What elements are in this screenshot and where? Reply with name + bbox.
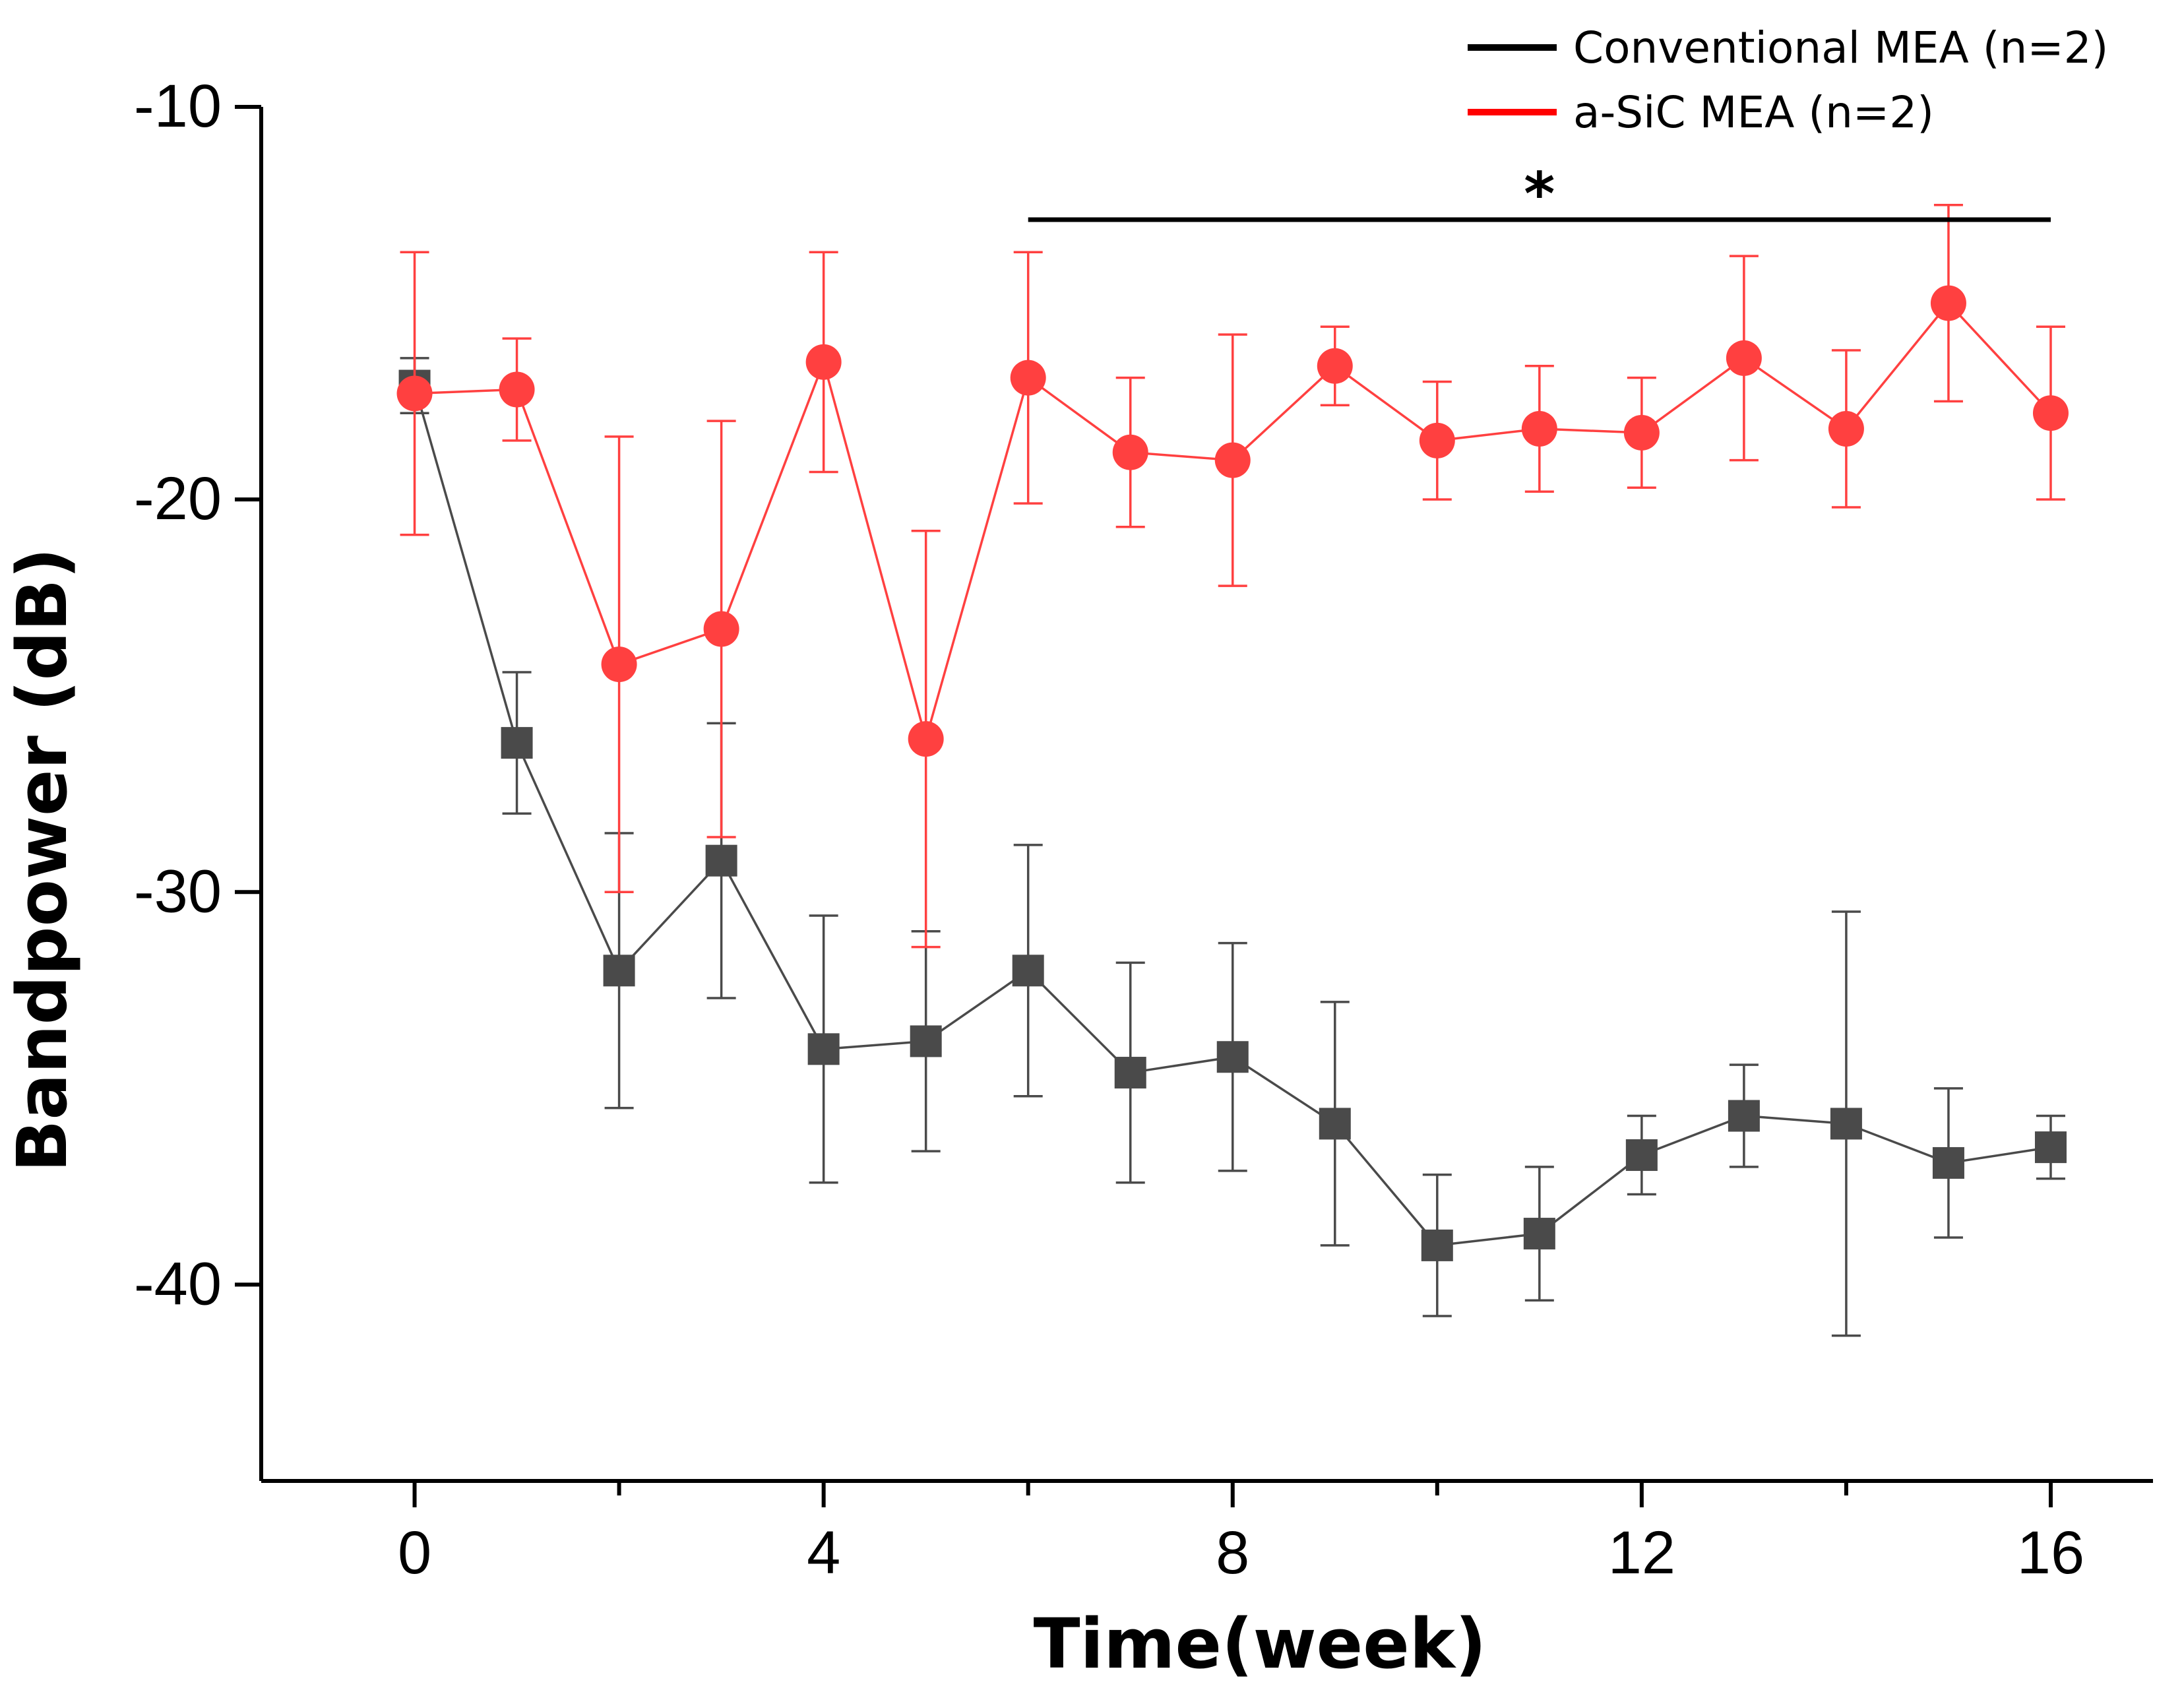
y-tick-label: -40 [134,1250,222,1317]
data-point [601,646,637,683]
x-tick-label: 8 [1216,1519,1249,1586]
x-tick-label: 0 [398,1519,431,1586]
data-point [603,955,635,987]
series-asic [396,204,2069,949]
data-point [1830,1108,1862,1140]
data-point [805,344,842,380]
legend: Conventional MEA (n=2) a-SiC MEA (n=2) [1468,22,2108,138]
data-point [1932,1146,1964,1179]
data-point [1828,411,1864,447]
data-point [1114,1057,1146,1089]
data-point [396,375,433,412]
data-point [1421,1229,1453,1261]
data-point [908,721,944,757]
series-layer [396,204,2069,1337]
data-point [1726,340,1762,376]
data-point [1012,955,1044,987]
series-conventional [398,357,2067,1337]
data-point [705,844,737,877]
data-point [1623,414,1660,451]
data-point [1930,285,1966,321]
y-axis-title: Bandpower (dB) [2,548,82,1172]
data-point [501,727,533,759]
y-tick-label: -10 [134,73,222,140]
axes [259,107,2153,1483]
data-point [1625,1139,1658,1172]
data-point [807,1033,840,1065]
data-point [1112,434,1148,470]
significance-label: * [1524,160,1555,229]
x-tick-label: 12 [1608,1519,1675,1586]
legend-label-conventional: Conventional MEA (n=2) [1573,22,2108,73]
x-tick-label: 4 [807,1519,840,1586]
data-point [1214,442,1251,478]
data-point [703,611,739,647]
x-ticks: 0 4 8 12 16 [398,1481,2084,1586]
data-point [499,371,535,408]
data-point [2032,395,2069,431]
data-point [1319,1108,1351,1140]
y-ticks: -10 -20 -30 -40 [134,73,261,1317]
data-point [1523,1218,1555,1250]
y-tick-label: -20 [134,465,222,532]
data-point [2034,1131,2067,1164]
data-point [1216,1041,1249,1073]
x-tick-label: 16 [2017,1519,2084,1586]
data-point [1419,422,1455,458]
data-point [1521,411,1557,447]
legend-label-asic: a-SiC MEA (n=2) [1573,87,1934,138]
x-axis-title: Time(week) [1034,1604,1487,1684]
annotation-layer: * [1028,160,2051,229]
data-point [910,1025,942,1057]
data-point [1317,348,1353,384]
data-point [1728,1100,1760,1132]
data-point [1010,360,1046,396]
y-tick-label: -30 [134,858,222,925]
